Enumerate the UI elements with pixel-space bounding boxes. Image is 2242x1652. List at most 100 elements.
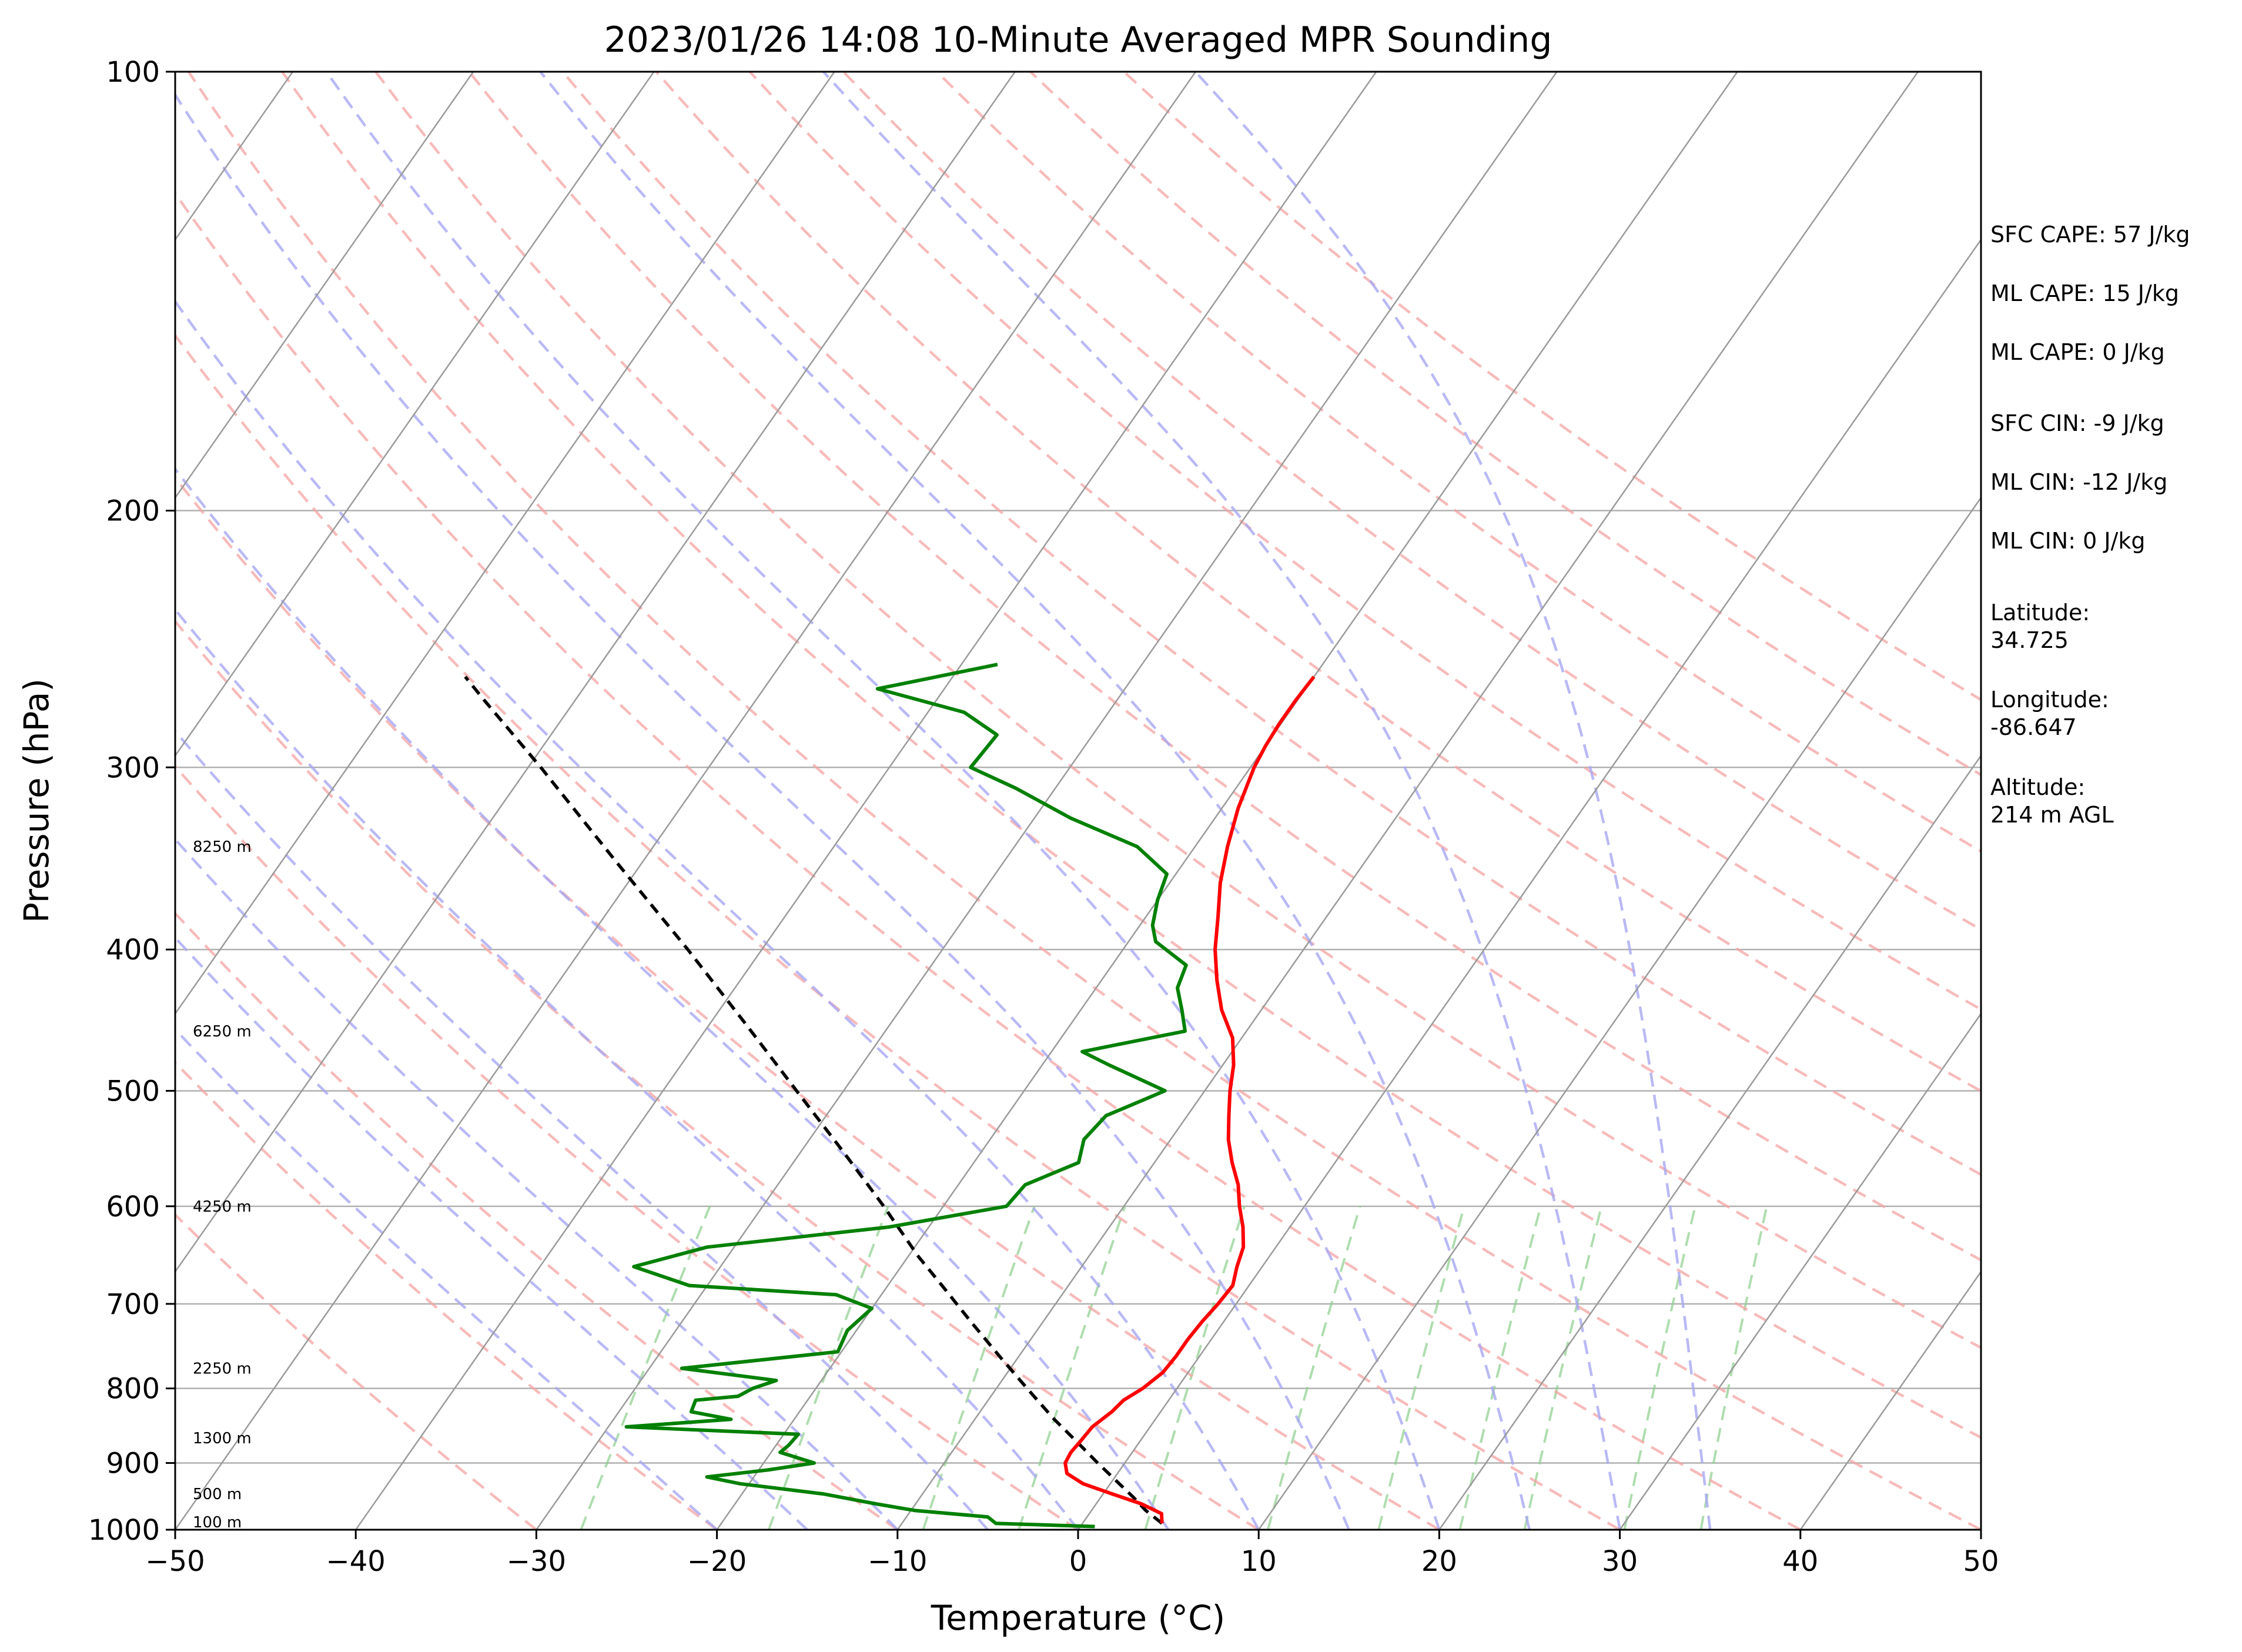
sounding-parameter: Altitude: [1990, 774, 2085, 800]
dewpoint-line [624, 663, 1188, 1529]
height-label: 4250 m [193, 1198, 252, 1216]
mixing-ratio-lines [580, 1206, 1768, 1530]
height-label: 2250 m [193, 1360, 252, 1377]
isotherm-line [716, 72, 1738, 1530]
mixing-ratio-line [1377, 1206, 1465, 1530]
isotherm-line [175, 72, 1197, 1530]
height-label: 1300 m [193, 1430, 252, 1447]
isotherm-line [1258, 496, 1981, 1530]
isotherm-line [1438, 754, 1981, 1530]
x-tick-label: −30 [507, 1545, 566, 1578]
y-tick-label: 200 [106, 495, 160, 528]
moist-adiabat-line [539, 72, 1531, 1530]
dry-adiabats [175, 72, 1981, 1530]
moist-adiabat-line [175, 467, 1170, 1530]
sounding-parameter: SFC CIN: -9 J/kg [1990, 410, 2164, 436]
sounding-parameter: 34.725 [1990, 627, 2069, 653]
mixing-ratio-line [1144, 1206, 1246, 1530]
dry-adiabat-line [175, 764, 1079, 1530]
isotherm-line [175, 72, 474, 499]
x-tick-label: −20 [687, 1545, 747, 1578]
x-tick-label: 10 [1241, 1545, 1277, 1578]
y-tick-label: 400 [106, 934, 160, 967]
dry-adiabat-line [175, 619, 1260, 1530]
height-label: 100 m [193, 1514, 242, 1531]
sounding-parameter: ML CAPE: 0 J/kg [1990, 339, 2165, 365]
height-labels: 100 m 500 m 1300 m 2250 m 4250 m 6250 m 8250 m [193, 838, 252, 1531]
dry-adiabat-line [561, 72, 1981, 1176]
sounding-parameter: Longitude: [1990, 687, 2109, 713]
y-tick-label: 300 [106, 751, 160, 784]
height-label: 500 m [193, 1486, 242, 1503]
isotherm-line [896, 72, 1919, 1530]
x-tick-label: 30 [1602, 1545, 1638, 1578]
mixing-ratio-line [1458, 1206, 1542, 1530]
dry-adiabat-line [468, 72, 1981, 1262]
isotherm-line [175, 72, 835, 1015]
sounding-series [464, 663, 1316, 1529]
y-axis-ticks: 1000 900 800 700 600 500 400 300 200 100 [88, 56, 175, 1547]
moist-adiabats [175, 72, 1712, 1530]
sounding-parameter: ML CIN: 0 J/kg [1990, 528, 2145, 554]
moist-adiabat-line [175, 935, 808, 1530]
y-tick-label: 100 [106, 56, 160, 89]
y-tick-label: 900 [106, 1447, 160, 1480]
mixing-ratio-line [1623, 1206, 1696, 1530]
moist-adiabat-line [822, 72, 1621, 1530]
moist-adiabat-line [175, 92, 1350, 1530]
sounding-parameter: ML CIN: -12 J/kg [1990, 469, 2167, 495]
moist-adiabat-line [175, 837, 899, 1530]
moist-adiabat-line [175, 1027, 718, 1530]
y-tick-label: 1000 [88, 1514, 160, 1547]
sounding-parameter: 214 m AGL [1990, 802, 2114, 828]
isotherm-line [1077, 238, 1981, 1530]
mixing-ratio-line [1266, 1206, 1361, 1530]
chart-title: 2023/01/26 14:08 10-Minute Averaged MPR … [604, 19, 1552, 61]
moist-adiabat-line [175, 607, 1079, 1530]
temperature-line [1063, 675, 1316, 1524]
dry-adiabat-line [655, 72, 1981, 1093]
dry-adiabat-line [175, 476, 1440, 1530]
x-tick-label: −10 [868, 1545, 927, 1578]
y-tick-label: 500 [106, 1075, 160, 1108]
dry-adiabat-line [187, 72, 1981, 1530]
dry-adiabat-line [175, 911, 899, 1530]
x-tick-label: −40 [326, 1545, 386, 1578]
height-label: 6250 m [193, 1023, 252, 1041]
moist-adiabat-line [325, 72, 1441, 1530]
dry-adiabat-line [175, 333, 1621, 1530]
sounding-parameter: ML CAPE: 15 J/kg [1990, 280, 2179, 306]
dry-adiabat-line [175, 1061, 718, 1530]
x-tick-label: 50 [1963, 1545, 1999, 1578]
dry-adiabat-line [281, 72, 1981, 1439]
parcel-profile-line [464, 675, 1163, 1525]
height-label: 8250 m [193, 838, 252, 856]
mixing-ratio-line [1523, 1206, 1603, 1530]
mixing-ratio-line [767, 1206, 889, 1530]
sounding-parameter: SFC CAPE: 57 J/kg [1990, 222, 2190, 248]
x-tick-label: 40 [1782, 1545, 1818, 1578]
dry-adiabat-line [175, 191, 1801, 1530]
mixing-ratio-line [922, 1206, 1036, 1530]
x-axis-label: Temperature (°C) [931, 1598, 1226, 1638]
y-tick-label: 700 [106, 1288, 160, 1321]
isotherm-line [175, 72, 1016, 1273]
y-tick-label: 800 [106, 1373, 160, 1406]
x-tick-label: 20 [1421, 1545, 1457, 1578]
moist-adiabat-line [175, 729, 989, 1530]
x-axis-ticks: −50 −40 −30 −20 −10 0 10 20 30 40 50 [145, 1530, 1999, 1578]
y-tick-label: 600 [106, 1190, 160, 1223]
isobar-grid [175, 72, 1981, 1530]
isotherm-line [355, 72, 1377, 1530]
x-tick-label: 0 [1069, 1545, 1087, 1578]
plot-area [175, 72, 1981, 1530]
isotherm-line [1799, 1270, 1981, 1530]
moist-adiabat-line [175, 299, 1260, 1530]
dry-adiabat-line [374, 72, 1981, 1349]
y-axis-label: Pressure (hPa) [16, 678, 56, 923]
mixing-ratio-line [580, 1206, 711, 1530]
isotherm-line [1619, 1012, 1981, 1530]
isotherm-line [175, 72, 655, 757]
moist-adiabat-line [1194, 72, 1712, 1530]
